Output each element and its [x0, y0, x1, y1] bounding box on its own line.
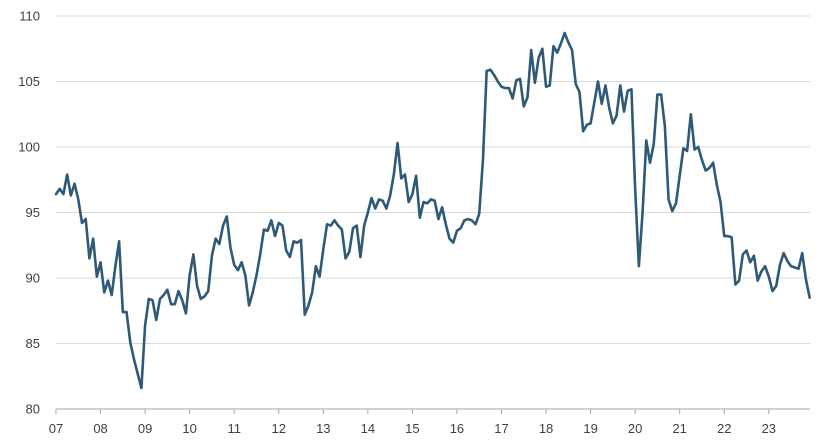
y-tick-label: 110: [19, 9, 40, 24]
x-tick-label: 13: [316, 421, 330, 436]
x-tick-label: 11: [227, 421, 241, 436]
y-tick-label: 90: [26, 271, 40, 286]
y-tick-label: 80: [26, 402, 40, 417]
x-tick-label: 16: [450, 421, 464, 436]
x-tick-label: 07: [49, 421, 63, 436]
y-tick-label: 85: [26, 336, 40, 351]
x-tick-label: 18: [539, 421, 553, 436]
x-tick-label: 10: [182, 421, 196, 436]
x-tick-label: 14: [361, 421, 375, 436]
y-tick-label: 100: [18, 140, 40, 155]
gridlines: [56, 15, 810, 344]
x-tick-label: 23: [762, 421, 776, 436]
x-tick-label: 19: [583, 421, 597, 436]
series-line-0: [54, 31, 811, 390]
y-axis-tick-labels: 80 85 90 95 100 105 110: [18, 9, 40, 417]
x-tick-label: 09: [138, 421, 152, 436]
series-group: [54, 31, 811, 390]
x-tick-label: 21: [672, 421, 686, 436]
y-tick-label: 95: [26, 205, 40, 220]
x-tick-label: 08: [93, 421, 107, 436]
x-tick-label: 17: [494, 421, 508, 436]
x-axis-tick-labels: 07 08 09 10 11 12 13 14 15 16 17 18 19 20 21 22 23: [49, 409, 776, 436]
x-tick-label: 22: [717, 421, 731, 436]
x-tick-label: 20: [628, 421, 642, 436]
x-tick-label: 12: [272, 421, 286, 436]
x-tick-label: 15: [405, 421, 419, 436]
y-tick-label: 105: [18, 74, 40, 89]
